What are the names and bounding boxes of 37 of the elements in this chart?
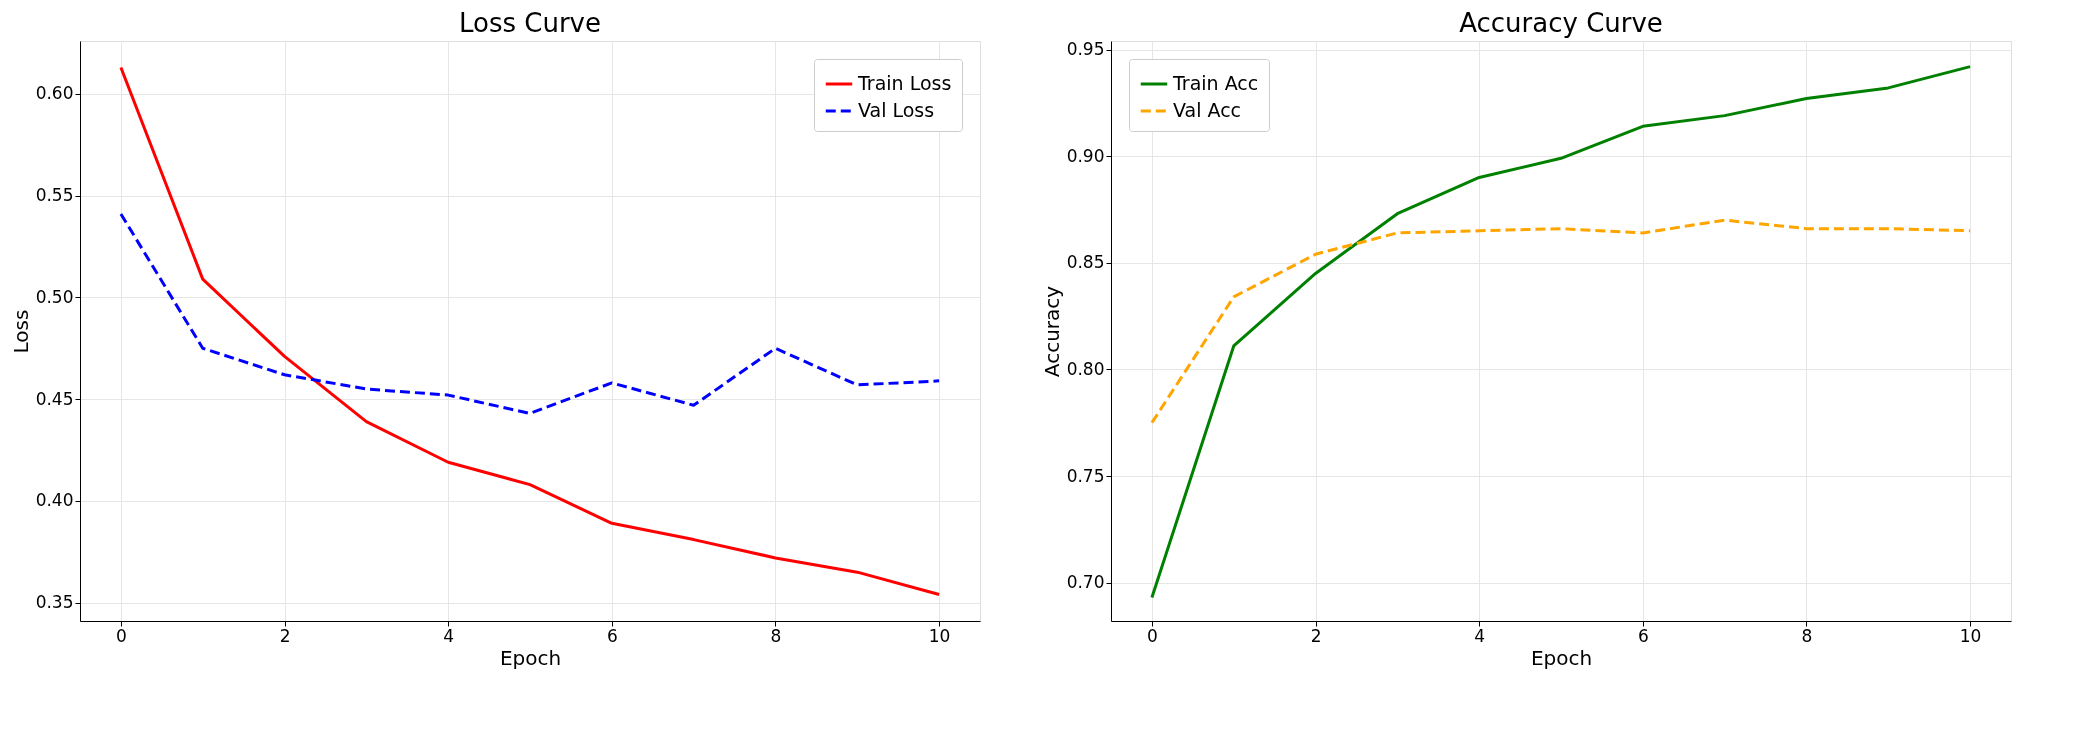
x-tick-label: 10 (928, 625, 951, 646)
x-tick-label: 2 (279, 625, 291, 646)
y-tick-label: 0.45 (35, 388, 74, 409)
x-tick-label: 0 (1146, 625, 1158, 646)
y-tick-label: 0.85 (1066, 252, 1105, 273)
x-tick-label: 10 (1959, 625, 1982, 646)
x-axis-title: Epoch (499, 645, 562, 670)
y-tick-label: 0.55 (35, 185, 74, 206)
x-axis-title: Epoch (1530, 645, 1593, 670)
x-tick-label: 6 (1637, 625, 1649, 646)
y-tick-label: 0.75 (1066, 465, 1105, 486)
y-axis-title: Accuracy (1039, 285, 1064, 378)
x-tick-label: 8 (770, 625, 782, 646)
y-tick-label: 0.80 (1066, 358, 1105, 379)
legend-label: Val Acc (1173, 99, 1242, 121)
line-series (1150, 218, 1972, 425)
x-tick-label: 0 (116, 625, 127, 646)
y-tick-label: 0.35 (35, 592, 74, 613)
y-tick-label: 0.50 (35, 286, 74, 307)
y-tick-label: 0.90 (1066, 145, 1105, 166)
legend-label: Train Acc (1172, 72, 1259, 94)
x-tick-label: 8 (1801, 625, 1813, 646)
x-tick-label: 6 (606, 625, 618, 646)
line-series (1150, 65, 1972, 600)
y-axis-title: Loss (8, 309, 33, 354)
y-tick-label: 0.40 (35, 490, 74, 511)
y-tick-label: 0.70 (1066, 572, 1105, 593)
x-tick-label: 4 (443, 625, 455, 646)
line-series (119, 212, 941, 415)
chart-title: Loss Curve (459, 8, 601, 38)
legend-label: Train Loss (857, 72, 952, 94)
chart-title: Accuracy Curve (1459, 7, 1663, 38)
x-tick-label: 2 (1310, 625, 1322, 646)
x-tick-label: 4 (1474, 625, 1486, 646)
y-tick-label: 0.95 (1066, 39, 1105, 60)
legend-label: Val Loss (858, 99, 935, 121)
y-tick-label: 0.60 (35, 83, 74, 104)
